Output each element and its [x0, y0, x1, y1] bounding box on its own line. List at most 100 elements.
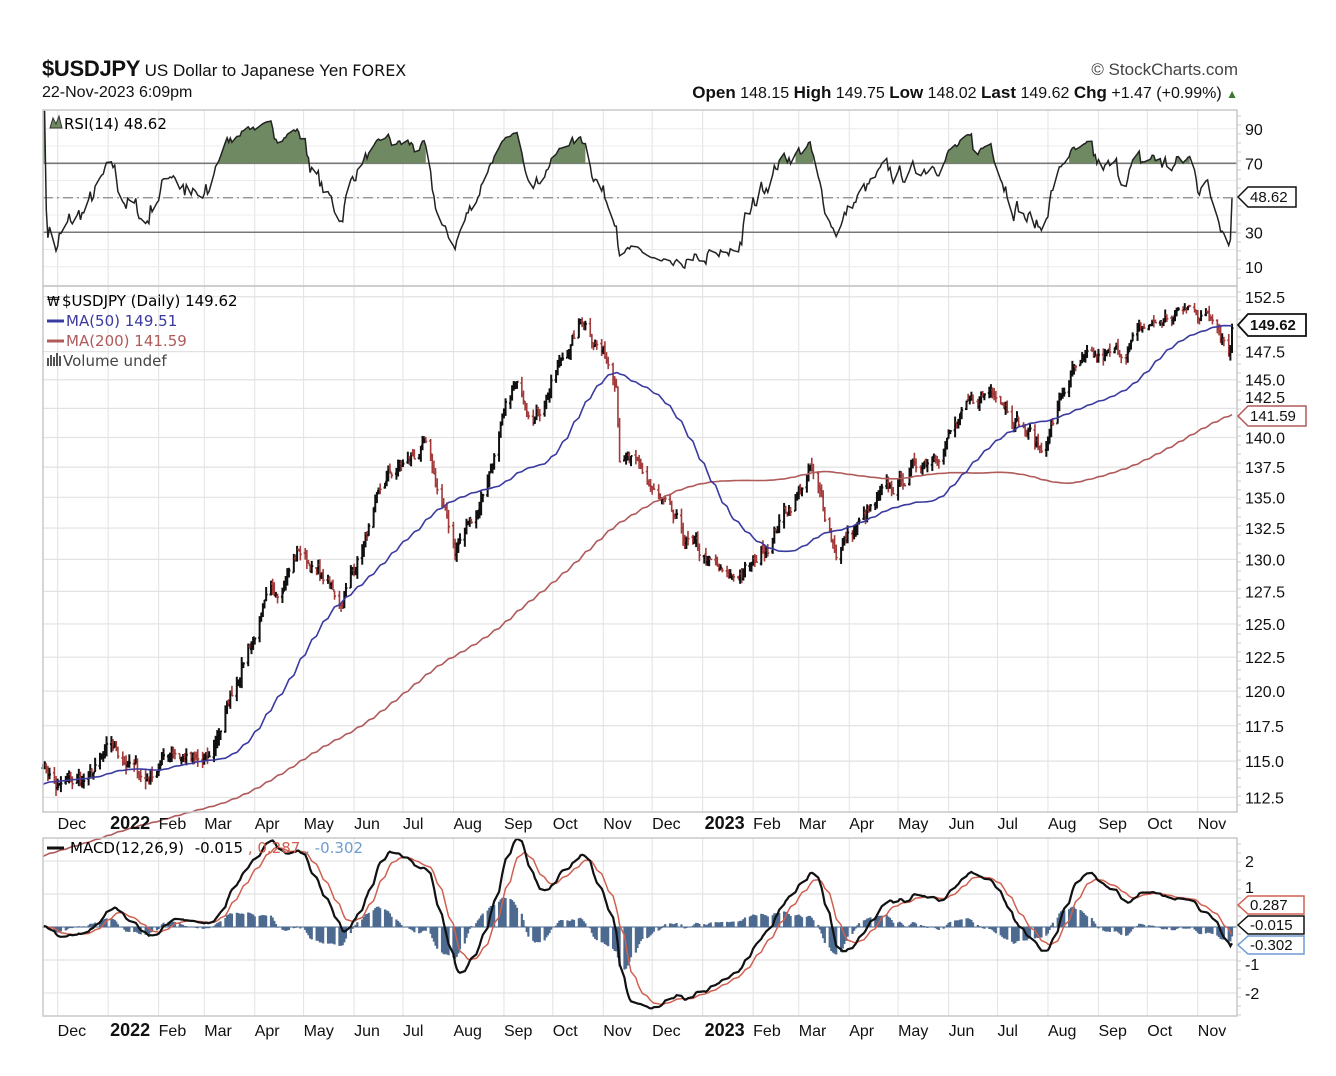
- macd-histogram-bar: [796, 915, 799, 928]
- macd-histogram-bar: [1227, 927, 1230, 942]
- macd-y-tick-label: 2: [1245, 854, 1254, 871]
- macd-histogram-bar: [1120, 927, 1123, 935]
- macd-histogram-bar: [730, 921, 734, 928]
- price-bar: [960, 407, 964, 420]
- macd-histogram-bar: [502, 897, 506, 928]
- macd-histogram-bar: [457, 927, 460, 954]
- macd-histogram-bar: [181, 924, 185, 928]
- price-bar: [629, 454, 633, 467]
- macd-histogram-bar: [647, 927, 651, 937]
- macd-histogram-bar: [480, 915, 483, 928]
- price-y-tick-label: 127.5: [1245, 584, 1285, 601]
- macd-histogram-bar: [703, 924, 706, 928]
- macd-histogram-bar: [269, 915, 273, 928]
- macd-histogram-bar: [955, 920, 958, 928]
- macd-histogram-bar: [273, 920, 276, 928]
- macd-histogram-bar: [1004, 927, 1007, 939]
- price-bar: [230, 685, 234, 697]
- macd-histogram-bar: [366, 913, 369, 928]
- macd-histogram-bar: [423, 927, 426, 931]
- price-x-tick-label: Sep: [1098, 816, 1127, 833]
- macd-legend: MACD(12,26,9) -0.015 , 0.287 , -0.302: [47, 839, 363, 857]
- macd-histogram-bar: [636, 927, 639, 949]
- macd-histogram-bar: [501, 897, 504, 928]
- macd-histogram-bar: [559, 919, 563, 928]
- macd-histogram-bar: [102, 919, 105, 928]
- macd-histogram-bar: [908, 925, 911, 928]
- macd-histogram-bar: [354, 924, 357, 928]
- macd-histogram-bar: [111, 919, 115, 928]
- price-bar: [219, 730, 223, 741]
- macd-histogram-bar: [467, 927, 470, 934]
- macd-histogram-bar: [704, 925, 708, 928]
- price-bar: [93, 757, 97, 773]
- macd-value-tag: -0.015: [1236, 915, 1305, 935]
- macd-histogram-bar: [326, 927, 330, 944]
- price-bar: [595, 340, 599, 350]
- price-bar: [91, 771, 95, 780]
- price-x-tick-label: Oct: [1147, 816, 1172, 833]
- price-y-tick-label: 130.0: [1245, 552, 1285, 569]
- price-bar: [492, 453, 496, 470]
- price-x-tick-label: Aug: [453, 816, 481, 833]
- price-bar: [1108, 343, 1112, 357]
- high-value: 149.75: [835, 85, 885, 102]
- price-bar: [355, 556, 359, 579]
- macd-histogram-bar: [444, 927, 447, 955]
- price-bar: [1153, 319, 1157, 324]
- macd-histogram-bar: [538, 927, 541, 943]
- price-bar: [280, 587, 284, 604]
- macd-histogram-bar: [1037, 927, 1040, 938]
- macd-histogram-bar: [331, 927, 335, 944]
- macd-histogram-bar: [1131, 927, 1134, 930]
- macd-histogram-bar: [292, 927, 295, 929]
- macd-histogram-bar: [110, 918, 113, 928]
- macd-histogram-bar: [874, 916, 877, 928]
- macd-histogram-bar: [421, 927, 424, 932]
- price-bar: [1210, 314, 1214, 325]
- macd-histogram-bar: [1142, 924, 1146, 928]
- macd-histogram-bar: [514, 904, 517, 928]
- macd-histogram-bar: [310, 927, 313, 940]
- price-x-tick-label: Mar: [204, 816, 232, 833]
- rsi-y-tick-label: 30: [1245, 225, 1263, 242]
- macd-histogram-bar: [651, 927, 654, 934]
- macd-histogram-bar: [201, 927, 204, 929]
- macd-histogram-bar: [318, 927, 321, 943]
- chg-value: +1.47: [1111, 85, 1152, 102]
- macd-histogram-bar: [649, 927, 652, 936]
- macd-histogram-bar: [525, 927, 528, 933]
- macd-histogram-bar: [1182, 927, 1185, 929]
- macd-histogram-bar: [862, 920, 865, 928]
- volume-legend-text: Volume undef: [63, 352, 167, 370]
- macd-histogram-bar: [1211, 927, 1214, 934]
- price-bar: [1085, 345, 1089, 358]
- macd-histogram-bar: [115, 921, 118, 928]
- macd-histogram-bar: [999, 927, 1002, 936]
- price-x-tick-label: Apr: [849, 816, 875, 833]
- macd-histogram-bar: [206, 927, 209, 929]
- macd-histogram-bar: [543, 927, 546, 941]
- macd-histogram-bar: [1050, 925, 1053, 928]
- macd-histogram-bar: [1126, 927, 1129, 936]
- macd-histogram-bar: [476, 920, 479, 928]
- macd-histogram-bar: [216, 923, 219, 928]
- copyright-link[interactable]: © StockCharts.com: [1091, 60, 1238, 79]
- signal-value-tag-text: 0.287: [1250, 897, 1288, 914]
- macd-histogram-bar: [1147, 925, 1151, 928]
- macd-histogram-bar: [581, 919, 584, 928]
- price-bar: [903, 483, 907, 487]
- price-bar: [561, 352, 565, 361]
- price-y-tick-label: 142.5: [1245, 390, 1285, 407]
- macd-histogram-bar: [602, 927, 605, 943]
- macd-histogram-bar: [532, 927, 535, 941]
- macd-histogram-bar: [250, 913, 253, 928]
- macd-histogram-bar: [1017, 927, 1020, 941]
- macd-histogram-bar: [550, 927, 553, 930]
- macd-histogram-bar: [1217, 927, 1221, 938]
- macd-histogram-bar: [486, 910, 489, 928]
- macd-histogram-bar: [841, 927, 844, 949]
- macd-histogram-bar: [265, 915, 268, 928]
- macd-histogram-bar: [1206, 927, 1209, 933]
- rsi-overbought-fill: [490, 132, 524, 164]
